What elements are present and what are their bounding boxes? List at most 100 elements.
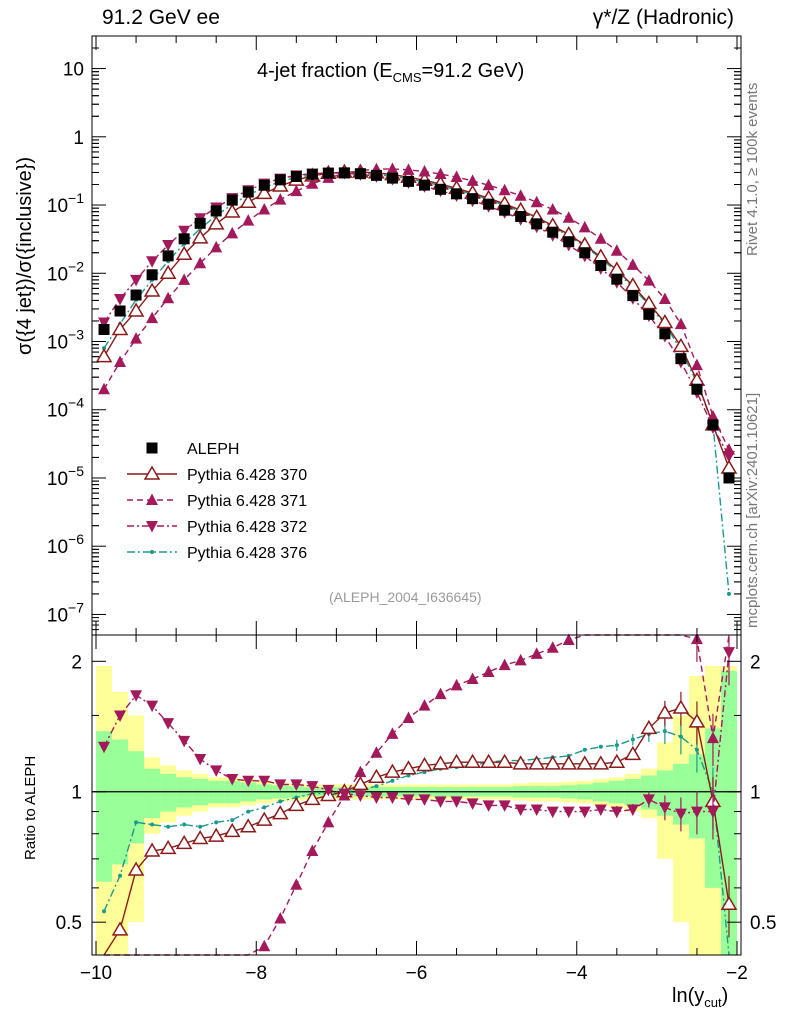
header-right: γ*/Z (Hadronic) [592, 6, 734, 29]
ratio-point-pythia-6-428-372 [162, 718, 175, 730]
ratio-point-pythia-6-428-376 [134, 820, 139, 825]
ratio-point-pythia-6-428-376 [230, 818, 235, 823]
point-pythia-6-428-371 [498, 183, 511, 196]
ratio-point-pythia-6-428-372 [530, 804, 543, 816]
ratio-point-pythia-6-428-370 [544, 755, 562, 770]
point-aleph [643, 308, 655, 320]
point-aleph [675, 353, 687, 365]
point-pythia-6-428-370 [672, 337, 690, 353]
ratio-point-pythia-6-428-376 [102, 909, 107, 914]
ratio-point-pythia-6-428-372 [370, 792, 383, 804]
point-pythia-6-428-371 [514, 189, 527, 201]
point-aleph [707, 419, 719, 431]
ratio-point-pythia-6-428-376 [214, 820, 219, 825]
legend-marker [143, 465, 161, 480]
point-pythia-6-428-371 [258, 203, 271, 215]
ratio-point-pythia-6-428-370 [512, 755, 529, 770]
point-pythia-6-428-371 [450, 170, 463, 183]
ratio-point-pythia-6-428-370 [688, 713, 706, 728]
ratio-point-pythia-6-428-370 [111, 921, 129, 936]
y-tick-label: 10−4 [47, 395, 84, 422]
point-aleph [419, 179, 431, 191]
point-aleph [691, 383, 703, 395]
point-pythia-6-428-372 [722, 450, 735, 463]
point-aleph [226, 194, 238, 206]
ratio-point-pythia-6-428-376 [678, 734, 683, 739]
header-left: 91.2 GeV ee [102, 6, 220, 29]
point-pythia-6-428-371 [642, 274, 655, 286]
ratio-point-pythia-6-428-376 [246, 809, 251, 814]
ratio-point-pythia-6-428-372 [514, 804, 527, 816]
ratio-point-pythia-6-428-372 [274, 779, 287, 791]
legend-label: Pythia 6.428 370 [187, 467, 307, 484]
uncertainty-band-stat [720, 670, 737, 955]
ratio-point-pythia-6-428-376 [166, 824, 171, 829]
point-pythia-6-428-371 [482, 178, 495, 191]
point-aleph [611, 273, 623, 285]
point-aleph [515, 210, 527, 222]
point-aleph [210, 205, 222, 217]
ratio-point-pythia-6-428-370 [576, 755, 594, 770]
ratio-point-pythia-6-428-376 [198, 824, 203, 829]
x-tick-label: −8 [245, 963, 267, 984]
point-pythia-6-428-371 [146, 311, 159, 324]
y-tick-label: 10−6 [47, 531, 84, 558]
ratio-point-pythia-6-428-370 [223, 822, 241, 838]
point-pythia-6-428-371 [690, 358, 703, 371]
point-pythia-6-428-370 [111, 321, 129, 336]
point-pythia-6-428-372 [98, 317, 111, 329]
ratio-point-pythia-6-428-371 [498, 658, 511, 671]
point-pythia-6-428-371 [114, 355, 127, 368]
ratio-point-pythia-6-428-372 [434, 796, 447, 808]
ratio-point-pythia-6-428-372 [450, 796, 463, 808]
point-pythia-6-428-371 [130, 332, 143, 344]
ratio-point-pythia-6-428-370 [255, 811, 273, 826]
ratio-point-pythia-6-428-371 [466, 672, 479, 685]
point-aleph [194, 217, 206, 229]
point-aleph [435, 183, 447, 195]
legend-label: Pythia 6.428 376 [187, 545, 307, 562]
ratio-point-pythia-6-428-370 [143, 842, 161, 857]
point-aleph [627, 290, 639, 302]
ratio-point-pythia-6-428-371 [418, 699, 431, 711]
point-pythia-6-428-371 [594, 232, 607, 244]
point-pythia-6-428-371 [274, 193, 287, 205]
ratio-point-pythia-6-428-371 [450, 678, 463, 691]
point-aleph [386, 172, 398, 184]
point-pythia-6-428-371 [674, 317, 687, 330]
ratio-point-pythia-6-428-372 [258, 775, 271, 788]
point-pythia-6-428-372 [162, 239, 175, 252]
ratio-point-pythia-6-428-376 [406, 773, 411, 778]
ratio-y-tick-label: 2 [71, 652, 82, 673]
y-tick-label: 10−5 [47, 463, 84, 490]
ratio-point-pythia-6-428-370 [191, 830, 209, 845]
point-aleph [547, 226, 559, 238]
point-aleph [290, 170, 302, 182]
legend-marker [146, 442, 158, 454]
point-pythia-6-428-371 [578, 220, 591, 233]
ratio-point-pythia-6-428-370 [640, 719, 658, 735]
ratio-point-pythia-6-428-372 [594, 804, 607, 816]
ratio-point-pythia-6-428-370 [271, 805, 289, 820]
point-pythia-6-428-371 [178, 273, 191, 285]
ratio-point-pythia-6-428-370 [368, 768, 385, 784]
point-pythia-6-428-371 [386, 162, 399, 174]
ratio-point-pythia-6-428-372 [146, 700, 159, 713]
y-tick-label: 10−1 [47, 190, 84, 217]
ratio-point-pythia-6-428-370 [175, 834, 193, 850]
point-pythia-6-428-371 [418, 165, 431, 177]
point-pythia-6-428-371 [546, 203, 559, 215]
ratio-point-pythia-6-428-370 [480, 753, 497, 768]
ratio-point-pythia-6-428-370 [624, 745, 642, 761]
point-pythia-6-428-371 [434, 167, 447, 179]
point-aleph [354, 168, 366, 180]
uncertainty-band-stat [128, 751, 145, 844]
ratio-point-pythia-6-428-372 [610, 806, 623, 819]
ratio-point-pythia-6-428-370 [207, 827, 225, 842]
point-pythia-6-428-370 [255, 184, 273, 200]
ratio-point-pythia-6-428-371 [258, 939, 271, 952]
ratio-point-pythia-6-428-376 [662, 729, 667, 734]
point-pythia-6-428-370 [608, 261, 626, 276]
point-aleph [242, 186, 254, 198]
ratio-point-pythia-6-428-370 [416, 756, 433, 772]
